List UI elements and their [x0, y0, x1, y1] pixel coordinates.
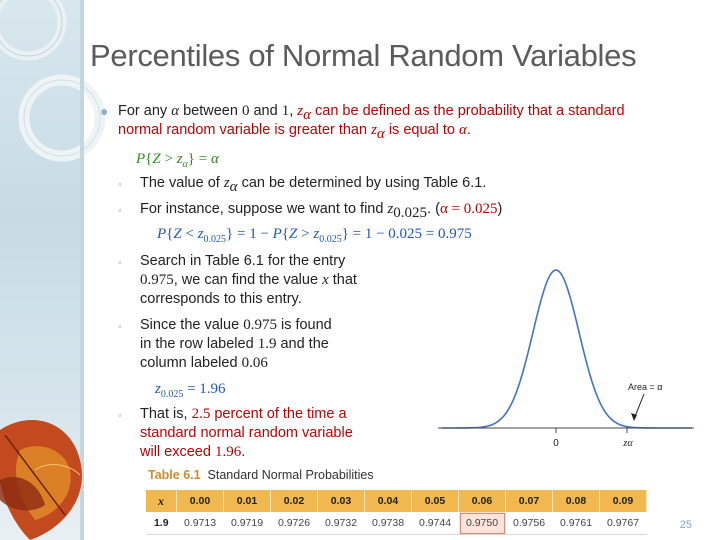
table-cell: 0.9744: [411, 512, 459, 535]
sub-bullet-marker-icon: ◦: [118, 257, 122, 269]
table-cell: 0.9767: [599, 512, 647, 535]
formula-complement: P{Z < z0.025} = 1 − P{Z > z0.025} = 1 − …: [157, 226, 472, 245]
table-header-col: 0.04: [364, 490, 412, 512]
page-number: 25: [679, 519, 692, 531]
table-cell: 0.9761: [552, 512, 600, 535]
table-header-x: x: [146, 490, 177, 512]
table-header-col: 0.09: [599, 490, 647, 512]
table-header-col: 0.03: [317, 490, 365, 512]
bullet-dot-icon: ●: [100, 103, 109, 119]
table-header-col: 0.01: [223, 490, 271, 512]
table-cell-highlighted: 0.9750: [458, 512, 506, 535]
table-header-col: 0.08: [552, 490, 600, 512]
table-cell: 0.9732: [317, 512, 365, 535]
tick-label-zero: 0: [553, 438, 559, 449]
table-header-col: 0.02: [270, 490, 318, 512]
table-title: Table 6.1 Standard Normal Probabilities: [148, 468, 374, 482]
formula-result: z0.025 = 1.96: [155, 381, 226, 400]
table-cell: 0.9726: [270, 512, 318, 535]
table-cell: 0.9756: [505, 512, 553, 535]
table-header-row: x 0.00 0.01 0.02 0.03 0.04 0.05 0.06 0.07 0.08 0.…: [146, 490, 647, 512]
area-annotation: Area = α: [628, 382, 662, 392]
table-header-col: 0.07: [505, 490, 553, 512]
density-curve: [442, 269, 692, 429]
table-row-label: 1.9: [146, 512, 177, 535]
probability-table: x 0.00 0.01 0.02 0.03 0.04 0.05 0.06 0.07 0.08 0.…: [146, 490, 647, 535]
table-header-col: 0.06: [458, 490, 506, 512]
table-header-col: 0.05: [411, 490, 459, 512]
table-cell: 0.9719: [223, 512, 271, 535]
table-cell: 0.9738: [364, 512, 412, 535]
annotation-arrowhead-icon: [631, 413, 637, 421]
sub-bullet-marker-icon: ◦: [118, 205, 122, 217]
formula-definition: P{Z > zα} = α: [136, 151, 219, 170]
leaf-decoration-icon: [0, 420, 82, 540]
sub-bullet-marker-icon: ◦: [118, 179, 122, 191]
table-row: 1.9 0.9713 0.9719 0.9726 0.9732 0.9738 0.9744…: [146, 512, 647, 535]
normal-curve-chart: 0 zα Area = α: [438, 269, 694, 449]
sub-bullet-marker-icon: ◦: [118, 410, 122, 422]
table-header-col: 0.00: [176, 490, 224, 512]
slide-title: Percentiles of Normal Random Variables: [90, 38, 637, 73]
sub-bullet-marker-icon: ◦: [118, 321, 122, 333]
table-cell: 0.9713: [176, 512, 224, 535]
tick-label-z-alpha: zα: [622, 438, 633, 449]
